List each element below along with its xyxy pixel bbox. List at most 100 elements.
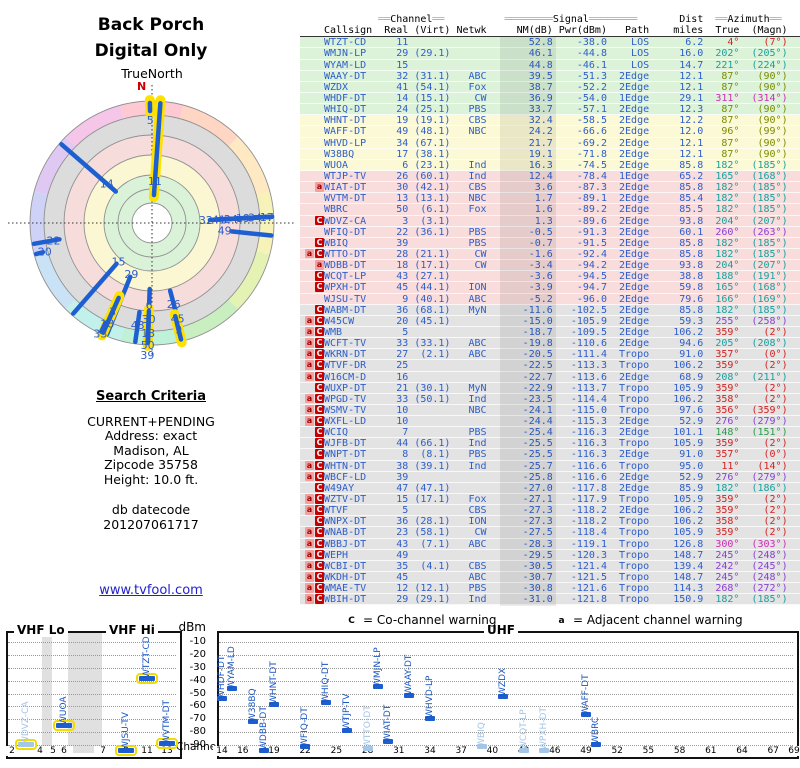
callsign-link[interactable]: WMJN-LP <box>324 48 373 60</box>
azimuth-values: 188° (191°) <box>703 271 788 283</box>
callsign-link[interactable]: WBRC <box>324 204 373 216</box>
callsign-link[interactable]: WHIQ-DT <box>324 104 373 116</box>
callsign-link[interactable]: WTJP-TV <box>324 170 373 182</box>
callsign-link[interactable]: W49AY <box>324 482 373 494</box>
co-channel-warning-icon: C <box>315 382 324 393</box>
callsign-link[interactable]: WTTO-DT <box>324 248 373 260</box>
callsign-link[interactable]: WZDX <box>324 81 373 93</box>
callsign-link[interactable]: WHVD-LP <box>324 137 373 149</box>
adjacent-channel-warning-icon: a <box>305 572 314 582</box>
callsign-link[interactable]: WCIQ <box>324 427 373 439</box>
dbm-tick-label: -30 <box>189 661 206 673</box>
azimuth-values: 221° (224°) <box>703 59 788 71</box>
warning-badges: C <box>300 271 324 282</box>
callsign-link[interactable]: WDBB-DT <box>324 260 373 272</box>
callsign-link[interactable]: WUXP-DT <box>324 382 373 394</box>
adjacent-channel-warning-icon: a <box>305 360 314 370</box>
report-title: Back Porch Digital Only <box>0 12 302 64</box>
dbm-tick-label: -70 <box>189 713 206 725</box>
callsign-link[interactable]: WDVZ-CA <box>324 215 373 227</box>
callsign-link[interactable]: WHTN-DT <box>324 460 373 472</box>
callsign-link[interactable]: WZTV-DT <box>324 494 373 506</box>
table-row: a C WPGD-TV 33 (50.1) Ind -23.5 -114.4 Tro… <box>300 393 800 405</box>
radar-channel-label: 19 <box>236 212 250 225</box>
callsign-link[interactable]: WFIQ-DT <box>324 226 373 238</box>
station-values: 22 (36.1) PBS -0.5 -91.3 2Edge 60.1 <box>372 226 704 238</box>
radar-channel-label: 14 <box>100 178 114 191</box>
station-values: 17 (38.1) 19.1 -71.8 2Edge 12.1 <box>372 148 704 160</box>
vhf-lo-band-label: VHF Lo <box>14 623 68 637</box>
callsign-link[interactable]: WCBI-DT <box>324 560 373 572</box>
table-row: WBRC 50 (6.1) Fox 1.6 -89.2 2Edge 85.5 1… <box>300 204 800 216</box>
uhf-channel-tick: 34 <box>421 746 439 756</box>
uhf-channel-tick: 16 <box>233 746 252 756</box>
callsign-link[interactable]: WEPH <box>324 549 373 561</box>
callsign-link[interactable]: W38BQ <box>324 148 373 160</box>
callsign-link[interactable]: W45CW <box>324 315 373 327</box>
adjacent-channel-warning-icon: a <box>305 583 314 593</box>
signal-bar-callsign: WHNT-DT <box>269 661 279 705</box>
callsign-link[interactable]: WBIH-DT <box>324 594 373 606</box>
station-values: 44 (66.1) Ind -25.5 -116.3 Tropo 105.9 <box>372 438 704 450</box>
callsign-link[interactable]: WXFL-LD <box>324 416 373 428</box>
callsign-link[interactable]: WJSU-TV <box>324 293 373 305</box>
warning-badges: C <box>300 382 324 394</box>
callsign-link[interactable]: WPGD-TV <box>324 393 373 405</box>
signal-bar-callsign: WJSU-TV <box>121 712 131 750</box>
table-row: C WUXP-DT 21 (30.1) MyN -22.9 -113.7 Trop… <box>300 382 800 394</box>
co-channel-warning-icon: C <box>315 326 324 337</box>
callsign-link[interactable]: WHDF-DT <box>324 92 373 104</box>
signal-bar <box>156 738 178 750</box>
callsign-link[interactable]: WNAB-DT <box>324 527 373 539</box>
callsign-link[interactable]: WHNT-DT <box>324 115 373 127</box>
radar-channel-label: 5 <box>147 114 154 127</box>
dbm-tick-label: -60 <box>189 700 206 712</box>
tvfool-link[interactable]: www.tvfool.com <box>99 583 203 598</box>
azimuth-values: 87° (90°) <box>703 104 788 116</box>
dbm-gridline <box>219 745 793 746</box>
co-channel-warning-icon: C <box>315 438 324 448</box>
callsign-link[interactable]: WJFB-DT <box>324 438 373 450</box>
callsign-link[interactable]: WNPT-DT <box>324 449 373 461</box>
callsign-link[interactable]: WTVF-DR <box>324 360 373 372</box>
north-marker: N <box>137 80 147 93</box>
warning-badges <box>300 48 324 59</box>
callsign-link[interactable]: WAFF-DT <box>324 126 373 138</box>
azimuth-values: 202° (205°) <box>703 48 788 60</box>
callsign-link[interactable]: WBBJ-DT <box>324 538 373 550</box>
callsign-link[interactable]: WUOA <box>324 159 373 171</box>
callsign-link[interactable]: WCQT-LP <box>324 271 373 283</box>
azimuth-values: 182° (185°) <box>703 237 788 249</box>
radar-spoke <box>229 229 274 238</box>
callsign-link[interactable]: WKRN-DT <box>324 349 373 361</box>
callsign-link[interactable]: WPXH-DT <box>324 282 373 294</box>
callsign-link[interactable]: WKDH-DT <box>324 572 373 584</box>
dbm-axis-label: dBm <box>178 620 206 634</box>
warning-badges: C <box>300 215 324 227</box>
uhf-channel-tick: 28 <box>358 746 377 756</box>
callsign-link[interactable]: WAAY-DT <box>324 70 373 82</box>
callsign-link[interactable]: WBIQ <box>324 237 373 249</box>
adjacent-channel-warning-icon: a <box>305 371 314 381</box>
callsign-link[interactable]: WIAT-DT <box>324 182 373 194</box>
radar-channel-label: 50 <box>141 339 155 352</box>
adjacent-channel-warning-icon: a <box>315 260 324 270</box>
co-channel-warning-icon: C <box>315 237 324 248</box>
callsign-link[interactable]: WCFT-TV <box>324 338 373 350</box>
callsign-link[interactable]: W16CM-D <box>324 371 373 383</box>
callsign-link[interactable]: WBCF-LD <box>324 471 373 483</box>
callsign-link[interactable]: WNPX-DT <box>324 516 373 528</box>
table-row: a C WBCF-LD 39 -25.8 -116.6 2Edge 52.9 276… <box>300 471 800 483</box>
callsign-link[interactable]: WMAE-TV <box>324 583 373 595</box>
station-values: 30 (42.1) CBS 3.6 -87.3 2Edge 85.8 <box>372 182 704 194</box>
callsign-link[interactable]: WTVF <box>324 505 373 517</box>
callsign-link[interactable]: WSMV-TV <box>324 404 373 416</box>
callsign-link[interactable]: WVTM-DT <box>324 193 373 205</box>
radar-spoke <box>59 142 119 194</box>
callsign-link[interactable]: WTZT-CD <box>324 37 373 49</box>
callsign-link[interactable]: WABM-DT <box>324 304 373 316</box>
dbm-tick-label: -90 <box>189 739 206 750</box>
callsign-link[interactable]: WYAM-LD <box>324 59 373 71</box>
callsign-link[interactable]: WMB <box>324 326 373 338</box>
